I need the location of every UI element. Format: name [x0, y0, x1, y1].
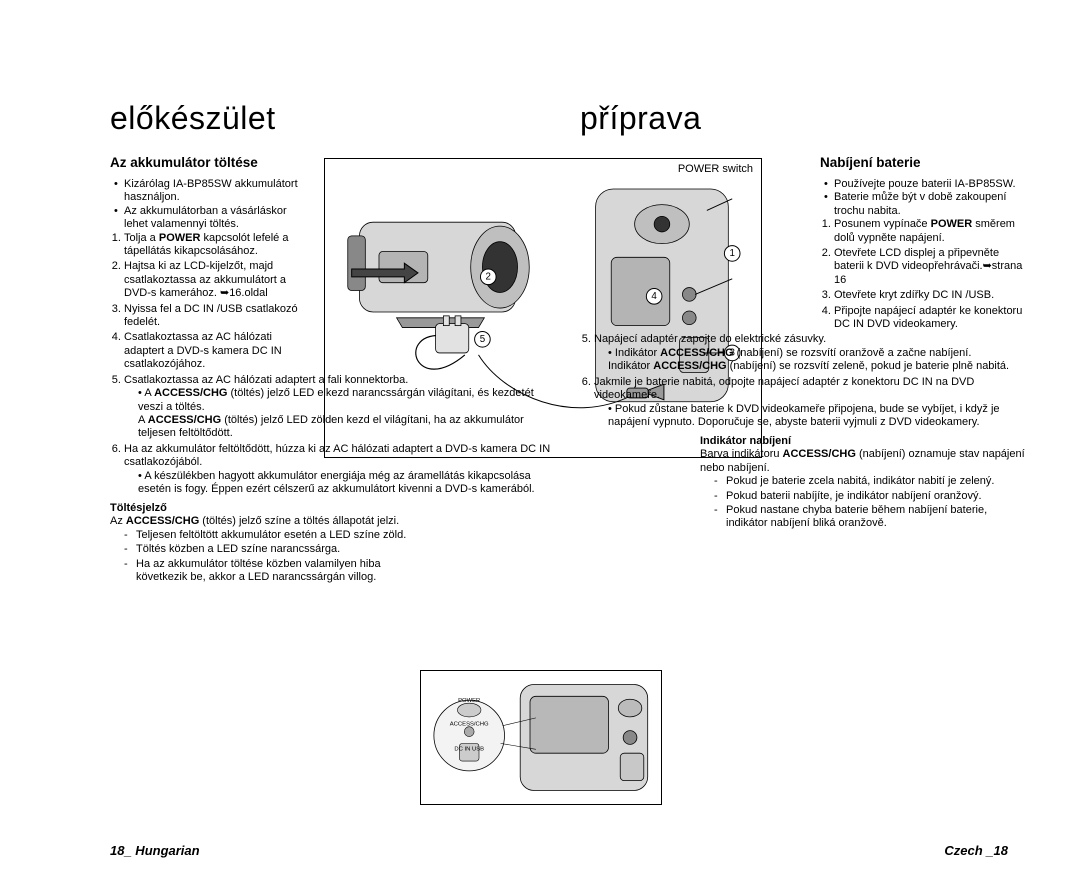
right-section: Nabíjení baterie	[820, 155, 1030, 170]
left-step-6-sub1: A készülékben hagyott akkumulátor energi…	[138, 470, 560, 497]
manual-page: POWER switch	[0, 0, 1080, 886]
left-indicator-desc: Az ACCESS/CHG (töltés) jelző színe a töl…	[110, 515, 410, 528]
right-step-3: Otevřete kryt zdířky DC IN /USB.	[834, 289, 1030, 302]
right-ind-d1: Pokud je baterie zcela nabitá, indikátor…	[714, 475, 1030, 488]
right-indicator-title: Indikátor nabíjení	[700, 435, 1030, 447]
right-step-6-sub1: Pokud zůstane baterie k DVD videokameře …	[608, 403, 1030, 430]
left-narrow-block: Kizárólag IA-BP85SW akkumulátort használ…	[110, 178, 310, 372]
right-step-5: Napájecí adaptér zapojte do elektrické z…	[594, 333, 1030, 373]
left-ind-d1: Teljesen feltöltött akkumulátor esetén a…	[124, 529, 410, 542]
right-title: příprava	[580, 100, 1030, 137]
right-wide-block: Napájecí adaptér zapojte do elektrické z…	[580, 333, 1030, 530]
right-step-2: Otevřete LCD displej a připevněte bateri…	[834, 247, 1030, 287]
left-step-4: Csatlakoztassa az AC hálózati adaptert a…	[124, 331, 310, 371]
left-step-6: Ha az akkumulátor feltöltődött, húzza ki…	[124, 443, 560, 497]
left-step-1: Tolja a POWER kapcsolót lefelé a tápellá…	[124, 232, 310, 259]
left-bullet-2: Az akkumulátorban a vásárláskor lehet va…	[124, 205, 310, 232]
left-bullet-1: Kizárólag IA-BP85SW akkumulátort használ…	[124, 178, 310, 205]
right-step-4: Připojte napájecí adaptér ke konektoru D…	[834, 305, 1030, 332]
left-section: Az akkumulátor töltése	[110, 155, 560, 170]
right-column: příprava Nabíjení baterie Používejte pou…	[580, 100, 1030, 830]
right-bullet-2: Baterie může být v době zakoupení trochu…	[834, 191, 1030, 218]
right-step-5-sub1: Indikátor ACCESS/CHG (nabíjení) se rozsv…	[608, 347, 1030, 374]
footer-left: 18_ Hungarian	[110, 843, 200, 858]
left-ind-d3: Ha az akkumulátor töltése közben valamil…	[124, 558, 410, 585]
left-wide-block: Csatlakoztassa az AC hálózati adaptert a…	[110, 374, 560, 585]
left-step-5: Csatlakoztassa az AC hálózati adaptert a…	[124, 374, 560, 441]
right-narrow-block: Nabíjení baterie Používejte pouze bateri…	[820, 155, 1030, 331]
left-step-2: Hajtsa ki az LCD-kijelzőt, majd csatlako…	[124, 260, 310, 300]
left-ind-d2: Töltés közben a LED színe narancssárga.	[124, 543, 410, 556]
left-step-5-sub1: A ACCESS/CHG (töltés) jelző LED elkezd n…	[138, 387, 560, 441]
footer-right: Czech _18	[944, 843, 1008, 858]
left-title: előkészület	[110, 100, 560, 137]
right-ind-d3: Pokud nastane chyba baterie během nabíje…	[714, 504, 1030, 531]
right-step-6: Jakmile je baterie nabitá, odpojte napáj…	[594, 376, 1030, 430]
right-ind-d2: Pokud baterii nabíjíte, je indikátor nab…	[714, 490, 1030, 503]
left-step-3: Nyissa fel a DC IN /USB csatlakozó fedel…	[124, 303, 310, 330]
right-step-1: Posunem vypínače POWER směrem dolů vypně…	[834, 218, 1030, 245]
left-indicator-title: Töltésjelző	[110, 502, 410, 514]
right-indicator-desc: Barva indikátoru ACCESS/CHG (nabíjení) o…	[700, 448, 1030, 475]
right-bullet-1: Používejte pouze baterii IA-BP85SW.	[834, 178, 1030, 191]
left-column: előkészület Az akkumulátor töltése Kizár…	[110, 100, 560, 830]
